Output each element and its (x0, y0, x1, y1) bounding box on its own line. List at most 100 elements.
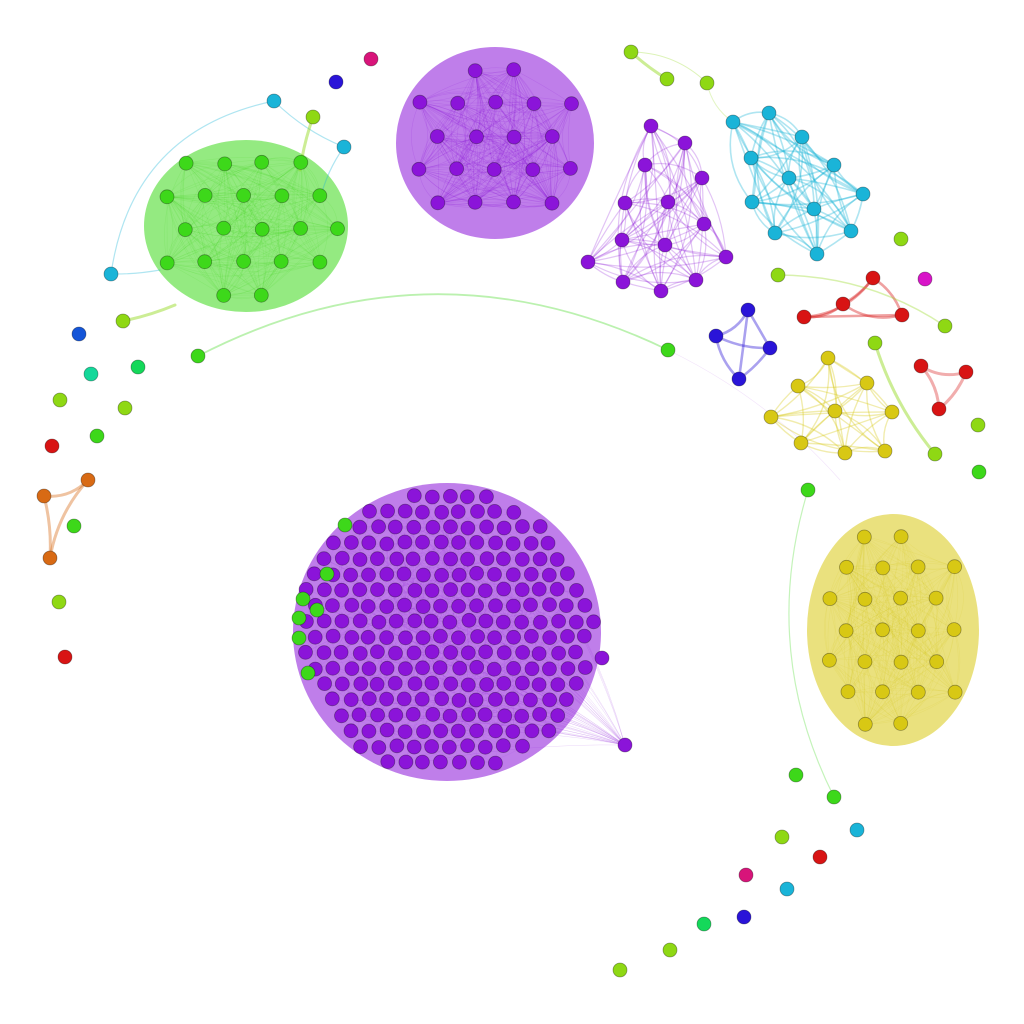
large-purple-node (523, 566, 539, 582)
large-purple-node (450, 723, 466, 739)
large-purple-node (496, 520, 512, 536)
green-edge (224, 163, 338, 229)
large-purple-node (415, 660, 431, 676)
green-edge (224, 163, 338, 229)
purple-top-edge (419, 86, 535, 104)
purple-top-edge (437, 134, 534, 170)
green-edge (223, 162, 262, 229)
purple-top-edge (457, 102, 476, 203)
large-purple-edge (333, 542, 387, 607)
large-purple-node (407, 613, 423, 629)
large-purple-edge (340, 652, 442, 700)
green-edge (166, 196, 205, 262)
purple-top-edge (474, 70, 486, 203)
green-edge (166, 162, 262, 198)
green-edge (185, 163, 225, 230)
green-edge (204, 261, 282, 269)
green-edge (166, 196, 224, 296)
green-edge (223, 228, 301, 296)
yellow-edge (829, 566, 919, 599)
purple-top-edge (437, 136, 514, 203)
large-purple-edge (432, 496, 458, 763)
large-purple-edge (404, 621, 577, 732)
large-purple-edge (360, 620, 432, 654)
green-edge (261, 228, 338, 296)
green-edge (204, 195, 282, 262)
yellow-edge (865, 691, 956, 725)
cyan-edge (732, 121, 852, 232)
cyan-edge (732, 121, 864, 195)
purple-top-edge (437, 70, 476, 137)
large-purple-edge (432, 558, 559, 622)
large-purple-node (387, 582, 403, 598)
large-purple-node (524, 628, 539, 644)
red-trio-node (958, 364, 974, 380)
green-edge (166, 195, 283, 205)
large-purple-edge (449, 621, 505, 684)
large-purple-node (344, 630, 360, 645)
cyan-node (794, 129, 810, 145)
cyan-node (826, 157, 842, 173)
yellow-edge (900, 536, 921, 693)
purple-top-edge (493, 69, 517, 170)
yellow-node (857, 654, 873, 669)
large-purple-fan-edge (584, 635, 626, 746)
embedded-green-node (337, 517, 353, 533)
yellow-edge (865, 689, 956, 725)
green-edge (243, 195, 321, 263)
large-purple-edge (395, 526, 451, 623)
purple-top-edge (476, 136, 553, 204)
yellow-small-node (859, 375, 875, 391)
isolated-node (130, 359, 146, 375)
purple-small-edge (660, 223, 705, 292)
large-purple-node (451, 754, 467, 770)
large-purple-node (531, 646, 547, 661)
lime-edge (873, 341, 937, 456)
yellow-edge (864, 566, 919, 662)
large-purple-node (479, 677, 495, 692)
purple-top-edge (457, 102, 534, 170)
purple-top-edge (419, 101, 553, 204)
large-purple-node (380, 754, 396, 769)
purple-top-edge (419, 101, 553, 204)
large-purple-node (389, 738, 405, 754)
purple-top-edge (533, 103, 571, 169)
large-purple-node (495, 551, 511, 567)
red-group-node (865, 270, 881, 286)
yellow-small-edge (800, 357, 830, 444)
large-purple-node (470, 629, 486, 644)
large-purple-node (334, 613, 350, 629)
yellow-edge (829, 660, 866, 725)
yellow-node (875, 560, 891, 576)
large-purple-node (398, 630, 413, 646)
yellow-edge (900, 536, 937, 662)
purple-small-edge (622, 271, 697, 283)
purple-top-edge (437, 136, 534, 170)
large-purple-edge (396, 653, 540, 747)
large-purple-node (442, 488, 458, 504)
yellow-small-edge (800, 442, 886, 452)
green-edge (166, 196, 224, 296)
green-edge (261, 162, 302, 296)
purple-small-node (653, 283, 669, 299)
green-edge (185, 162, 283, 197)
large-purple-node (470, 503, 485, 519)
yellow-edge (882, 567, 902, 663)
purple-top-edge (456, 103, 535, 169)
large-purple-node (479, 519, 495, 535)
yellow-node (838, 623, 854, 639)
purple-top-edge (456, 69, 514, 169)
cyan-node (843, 223, 859, 239)
purple-small-edge (644, 164, 697, 281)
green-node (236, 253, 252, 269)
large-purple-node (362, 503, 377, 519)
green-edge (223, 228, 338, 296)
yellow-edge (846, 567, 902, 663)
yellow-node (893, 529, 909, 545)
green-edge (224, 163, 282, 262)
large-purple-edge (405, 636, 478, 670)
purple-top-node (525, 162, 541, 178)
green-edge (223, 195, 244, 296)
purple-small-edge (644, 164, 666, 246)
